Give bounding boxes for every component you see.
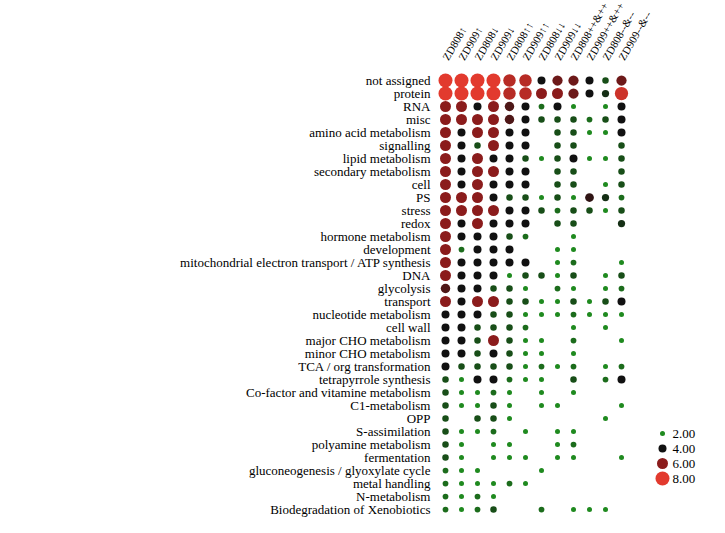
svg-text:6.00: 6.00 xyxy=(673,456,696,471)
svg-text:cell: cell xyxy=(411,176,431,192)
svg-text:ZD909++&++: ZD909++&++ xyxy=(583,0,627,63)
svg-text:protein: protein xyxy=(393,85,431,101)
svg-text:stress: stress xyxy=(401,202,431,218)
svg-text:ZD808↑: ZD808↑ xyxy=(439,24,469,63)
svg-text:major CHO metabolism: major CHO metabolism xyxy=(305,332,431,348)
svg-text:ZD808↑↑: ZD808↑↑ xyxy=(503,19,536,63)
svg-text:ZD909↓↓: ZD909↓↓ xyxy=(551,19,584,63)
svg-text:PS: PS xyxy=(416,189,431,205)
svg-text:ZD909↑: ZD909↑ xyxy=(455,24,485,63)
svg-text:8.00: 8.00 xyxy=(673,471,696,486)
svg-text:ZD808++&++: ZD808++&++ xyxy=(567,0,611,63)
svg-text:glycolysis: glycolysis xyxy=(377,280,431,296)
svg-text:ZD909--&--: ZD909--&-- xyxy=(616,9,654,62)
svg-text:S-assimilation: S-assimilation xyxy=(356,423,431,439)
svg-text:redox: redox xyxy=(400,215,431,231)
svg-text:C1-metabolism: C1-metabolism xyxy=(350,397,431,413)
svg-text:fermentation: fermentation xyxy=(364,449,431,465)
svg-text:tetrapyrrole synthesis: tetrapyrrole synthesis xyxy=(318,371,431,387)
svg-text:secondary metabolism: secondary metabolism xyxy=(313,163,431,179)
svg-text:nucleotide metabolism: nucleotide metabolism xyxy=(312,306,431,322)
svg-text:gluconeogenesis / glyoxylate c: gluconeogenesis / glyoxylate cycle xyxy=(248,462,431,478)
svg-text:RNA: RNA xyxy=(403,98,431,114)
svg-text:polyamine metabolism: polyamine metabolism xyxy=(311,436,431,452)
svg-text:lipid metabolism: lipid metabolism xyxy=(342,150,431,166)
svg-text:2.00: 2.00 xyxy=(673,426,696,441)
svg-text:signalling: signalling xyxy=(379,137,431,153)
svg-text:hormone metabolism: hormone metabolism xyxy=(320,228,431,244)
svg-text:cell wall: cell wall xyxy=(386,319,431,335)
svg-text:DNA: DNA xyxy=(402,267,431,283)
svg-text:transport: transport xyxy=(384,293,431,309)
svg-text:ZD808↓↓: ZD808↓↓ xyxy=(535,19,568,63)
svg-text:metal handling: metal handling xyxy=(352,475,431,491)
svg-text:misc: misc xyxy=(405,111,431,127)
svg-text:ZD909↑↑: ZD909↑↑ xyxy=(519,19,552,63)
svg-text:Biodegradation of Xenobiotics: Biodegradation of Xenobiotics xyxy=(270,502,430,517)
svg-text:OPP: OPP xyxy=(406,410,431,426)
svg-text:TCA / org transformation: TCA / org transformation xyxy=(298,358,431,374)
svg-text:N-metabolism: N-metabolism xyxy=(356,488,431,504)
svg-text:ZD808↓: ZD808↓ xyxy=(471,24,501,63)
svg-text:amino acid metabolism: amino acid metabolism xyxy=(309,124,431,140)
svg-text:mitochondrial electron transpo: mitochondrial electron transport / ATP s… xyxy=(180,255,430,270)
svg-text:Co-factor and vitamine metabol: Co-factor and vitamine metabolism xyxy=(246,384,431,400)
svg-text:4.00: 4.00 xyxy=(673,441,696,456)
svg-text:ZD909↓: ZD909↓ xyxy=(487,24,517,63)
svg-text:not assigned: not assigned xyxy=(365,72,431,88)
svg-text:development: development xyxy=(363,241,431,257)
svg-text:ZD808--&--: ZD808--&-- xyxy=(599,9,638,63)
svg-text:minor CHO metabolism: minor CHO metabolism xyxy=(304,345,431,361)
